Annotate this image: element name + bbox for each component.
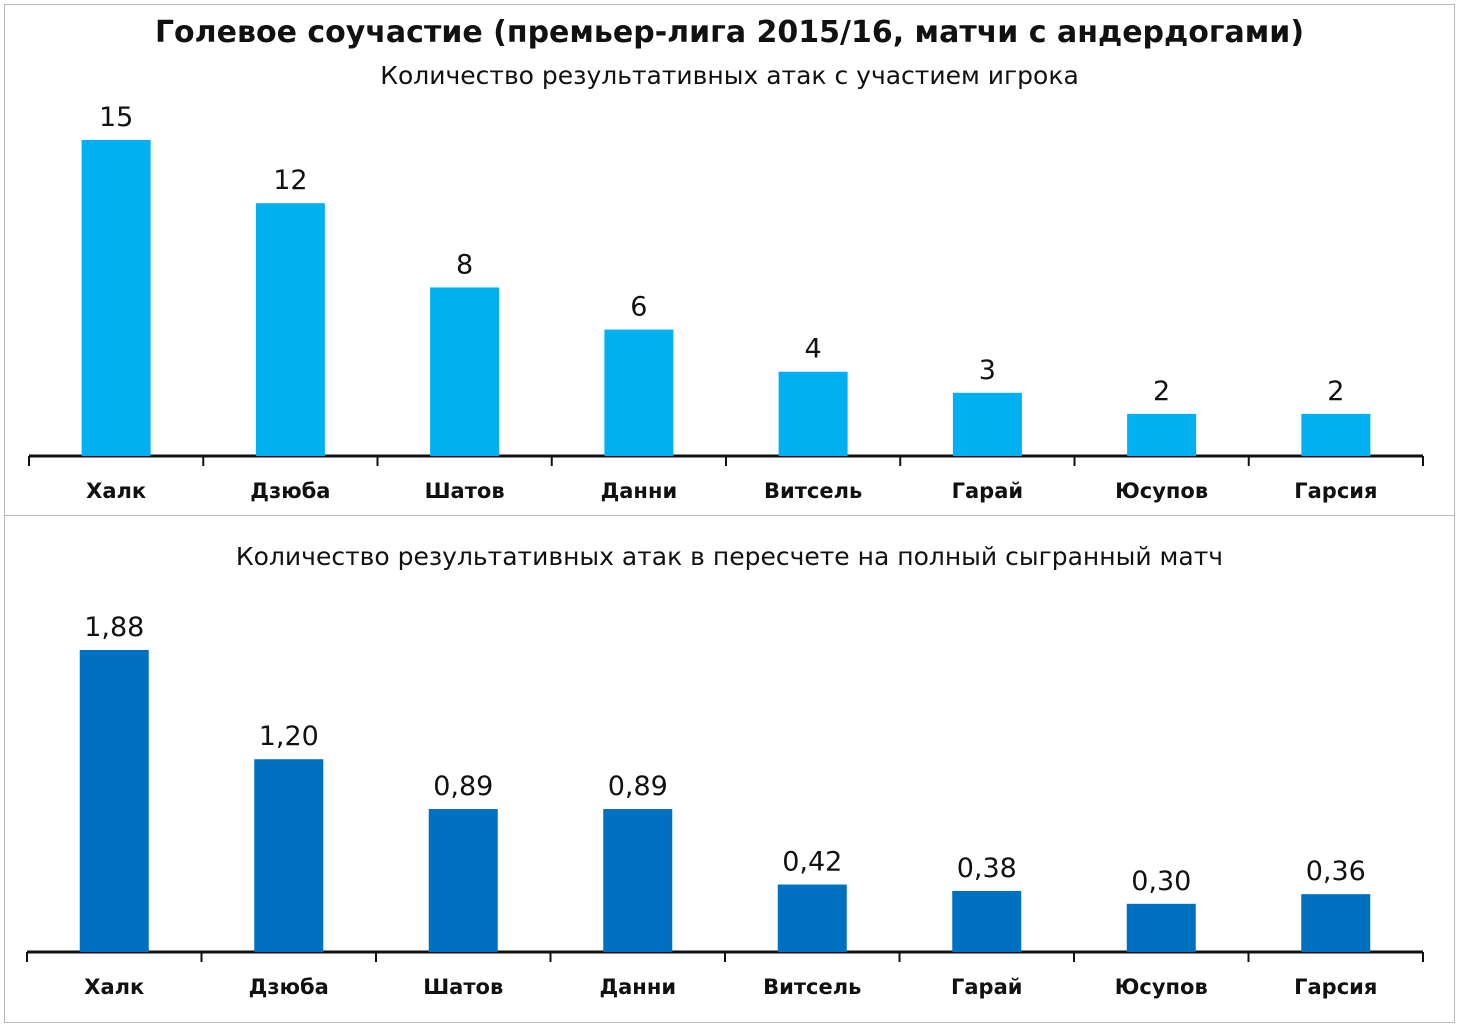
bar-3 bbox=[604, 329, 674, 456]
data-label-3: 6 bbox=[630, 292, 647, 323]
bottom-chart-plot: 1,88 Халк 1,20 Дзюба 0,89 Шатов 0,89 Данни 0,42 В… bbox=[26, 612, 1424, 999]
bar-6 bbox=[1126, 903, 1196, 952]
bar-0 bbox=[81, 140, 151, 456]
data-label-6: 0,30 bbox=[1131, 866, 1191, 897]
data-label-7: 0,36 bbox=[1306, 856, 1366, 887]
bar-2 bbox=[428, 809, 498, 952]
top-chart-subtitle: Количество результативных атак с участие… bbox=[380, 61, 1079, 90]
category-label-7: Гарсия bbox=[1294, 975, 1377, 999]
bar-5 bbox=[952, 890, 1022, 952]
category-label-1: Дзюба bbox=[250, 479, 330, 503]
data-label-4: 4 bbox=[805, 334, 822, 365]
bottom-chart-subtitle: Количество результативных атак в пересче… bbox=[235, 542, 1224, 571]
top-chart-panel: Голевое соучастие (премьер-лига 2015/16,… bbox=[4, 4, 1455, 516]
category-label-6: Юсупов bbox=[1115, 975, 1208, 999]
data-label-3: 0,89 bbox=[608, 771, 668, 802]
category-label-1: Дзюба bbox=[249, 975, 329, 999]
category-label-6: Юсупов bbox=[1115, 479, 1208, 503]
category-label-3: Данни bbox=[599, 975, 676, 999]
data-label-2: 8 bbox=[456, 249, 473, 280]
bottom-chart-panel: Количество результативных атак в пересче… bbox=[4, 515, 1455, 1023]
category-label-2: Шатов bbox=[425, 479, 505, 503]
data-label-5: 0,38 bbox=[957, 853, 1017, 884]
data-label-0: 1,88 bbox=[84, 612, 144, 643]
data-label-1: 1,20 bbox=[259, 721, 319, 752]
category-label-4: Витсель bbox=[764, 479, 862, 503]
data-label-1: 12 bbox=[273, 165, 307, 196]
data-label-7: 2 bbox=[1327, 376, 1344, 407]
category-label-0: Халк bbox=[86, 479, 146, 503]
bar-0 bbox=[79, 650, 149, 952]
category-label-4: Витсель bbox=[763, 975, 861, 999]
bar-2 bbox=[430, 287, 500, 456]
bar-1 bbox=[254, 759, 324, 952]
category-label-5: Гарай bbox=[952, 479, 1023, 503]
bar-3 bbox=[603, 809, 673, 952]
data-label-4: 0,42 bbox=[782, 847, 842, 878]
data-label-0: 15 bbox=[99, 102, 133, 133]
bar-6 bbox=[1127, 413, 1197, 456]
data-label-6: 2 bbox=[1153, 376, 1170, 407]
bar-4 bbox=[777, 884, 847, 952]
category-label-2: Шатов bbox=[423, 975, 503, 999]
data-label-2: 0,89 bbox=[433, 771, 493, 802]
category-label-5: Гарай bbox=[951, 975, 1022, 999]
category-label-7: Гарсия bbox=[1294, 479, 1377, 503]
category-label-3: Данни bbox=[601, 479, 678, 503]
chart-title: Голевое соучастие (премьер-лига 2015/16,… bbox=[154, 15, 1305, 50]
bar-5 bbox=[952, 392, 1022, 456]
bar-4 bbox=[778, 371, 848, 456]
top-chart-plot: 15 Халк 12 Дзюба 8 Шатов 6 Данни 4 Витсель 3 Гарай 2… bbox=[28, 102, 1424, 503]
data-label-5: 3 bbox=[979, 355, 996, 386]
bar-1 bbox=[255, 203, 325, 456]
bar-7 bbox=[1301, 894, 1371, 952]
category-label-0: Халк bbox=[84, 975, 144, 999]
bar-7 bbox=[1301, 413, 1371, 456]
